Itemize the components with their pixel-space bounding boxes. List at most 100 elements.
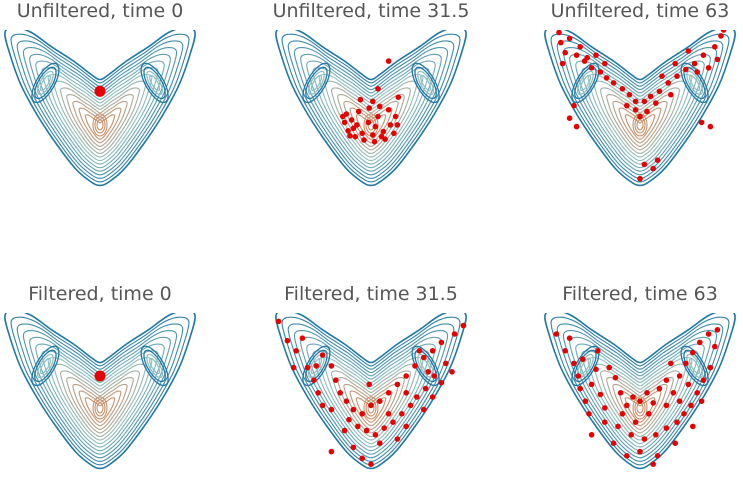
scatter-point bbox=[391, 130, 397, 137]
contour-well bbox=[411, 62, 440, 104]
contour-line bbox=[600, 87, 680, 155]
scatter-point bbox=[676, 398, 683, 404]
scatter-point bbox=[700, 377, 707, 383]
scatter-point bbox=[714, 327, 721, 333]
contour-well bbox=[680, 62, 709, 104]
scatter-point bbox=[368, 402, 374, 409]
contour-line bbox=[593, 363, 687, 441]
scatter-point bbox=[451, 331, 458, 337]
scatter-point bbox=[328, 448, 335, 455]
scatter-point bbox=[602, 405, 608, 411]
contour-line bbox=[544, 313, 736, 470]
scatter-point bbox=[602, 60, 608, 67]
scatter-point bbox=[714, 56, 721, 63]
scatter-point bbox=[381, 425, 387, 431]
scatter-point bbox=[588, 432, 595, 438]
contour-center bbox=[96, 402, 104, 414]
contour-well bbox=[310, 357, 323, 375]
contour-plot bbox=[275, 313, 467, 470]
scatter-point bbox=[697, 339, 703, 346]
scatter-point bbox=[313, 363, 320, 369]
scatter-point bbox=[347, 133, 353, 139]
contour-well bbox=[686, 353, 704, 379]
scatter-point bbox=[670, 390, 677, 396]
contour-well bbox=[146, 70, 164, 96]
contour-well bbox=[686, 70, 704, 96]
scatter-point bbox=[698, 119, 705, 126]
contour-line bbox=[60, 87, 140, 155]
scatter-point bbox=[690, 423, 696, 430]
scatter-point bbox=[571, 360, 577, 367]
contour-line bbox=[53, 80, 147, 158]
scatter-point bbox=[566, 35, 573, 42]
scatter-point bbox=[293, 348, 299, 354]
contour-well bbox=[143, 349, 166, 383]
scatter-point bbox=[718, 33, 724, 39]
scatter-point bbox=[637, 175, 643, 182]
panel-title: Filtered, time 31.5 bbox=[284, 283, 458, 305]
contour-line bbox=[355, 397, 387, 423]
scatter-point bbox=[659, 73, 665, 79]
scatter-point bbox=[700, 52, 707, 58]
scatter-point bbox=[668, 91, 674, 98]
contour-well bbox=[419, 74, 432, 92]
contour-well bbox=[140, 345, 169, 387]
contour-line bbox=[84, 397, 116, 423]
scatter-point bbox=[359, 411, 365, 417]
scatter-point bbox=[370, 98, 376, 105]
scatter-point bbox=[580, 356, 586, 362]
contour-well bbox=[576, 70, 594, 96]
scatter-point bbox=[720, 30, 727, 33]
contour-center bbox=[94, 116, 106, 134]
contour-well bbox=[574, 349, 597, 383]
scatter-point bbox=[377, 103, 383, 110]
scatter-point bbox=[387, 122, 394, 128]
scatter-point bbox=[421, 406, 427, 413]
scatter-point bbox=[691, 60, 698, 67]
scatter-point bbox=[365, 119, 372, 126]
contour-line bbox=[16, 323, 184, 462]
contour-center bbox=[632, 396, 648, 420]
scatter-point bbox=[668, 360, 674, 367]
scatter-point bbox=[676, 373, 683, 379]
contour-well bbox=[579, 357, 592, 375]
scatter-point bbox=[663, 402, 670, 409]
scatter-point bbox=[593, 52, 599, 58]
contour-line bbox=[22, 330, 178, 459]
scatter-point bbox=[597, 69, 604, 75]
scatter-point bbox=[350, 406, 357, 413]
contour-well bbox=[39, 74, 52, 92]
scatter-point bbox=[284, 337, 291, 344]
scatter-point bbox=[615, 423, 621, 430]
contour-line bbox=[293, 330, 449, 459]
scatter-point bbox=[380, 128, 387, 135]
scatter-point bbox=[421, 354, 427, 361]
scatter-point bbox=[637, 113, 643, 120]
scatter-point bbox=[663, 377, 670, 383]
scatter-point bbox=[644, 390, 650, 396]
scatter-point bbox=[656, 88, 663, 95]
contour-center bbox=[96, 119, 104, 131]
panel-filtered-t0: Filtered, time 0 bbox=[0, 283, 205, 503]
scatter-point bbox=[617, 390, 624, 396]
scatter-point bbox=[641, 161, 648, 168]
contour-line bbox=[556, 40, 724, 179]
scatter-point bbox=[414, 394, 420, 400]
panel-filtered-t63: Filtered, time 63 bbox=[535, 283, 743, 503]
contour-line bbox=[275, 313, 467, 470]
contour-well bbox=[31, 62, 60, 104]
contour-well bbox=[305, 349, 328, 383]
scatter-point bbox=[377, 398, 383, 404]
scatter-point bbox=[685, 48, 692, 54]
scatter-point bbox=[431, 373, 438, 379]
scatter-point bbox=[299, 335, 306, 341]
scatter-point bbox=[319, 402, 326, 409]
contour-line bbox=[581, 67, 699, 165]
scatter-point bbox=[595, 348, 601, 354]
scatter-point bbox=[385, 411, 392, 417]
contour-well bbox=[148, 357, 161, 375]
scatter-point bbox=[619, 411, 626, 417]
contour-well bbox=[140, 62, 169, 104]
scatter-point bbox=[359, 455, 365, 462]
scatter-point bbox=[566, 335, 573, 341]
